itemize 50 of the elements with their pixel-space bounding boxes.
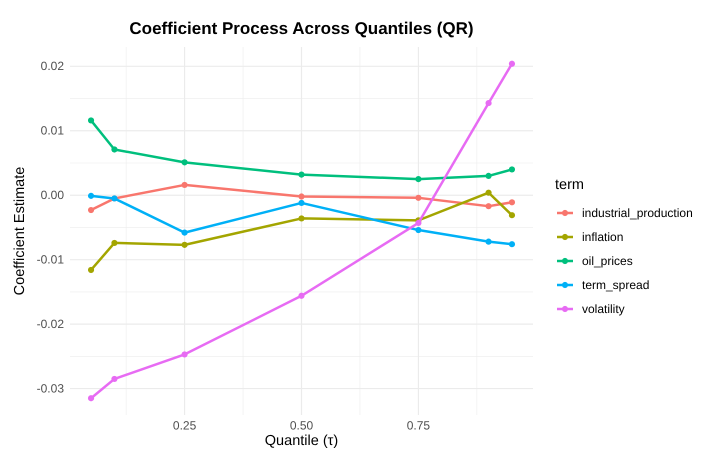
point (111, 240, 118, 246)
legend-label: volatility (582, 302, 625, 316)
x-axis-title: Quantile (τ) (264, 433, 338, 449)
point (508, 199, 516, 206)
point (181, 159, 188, 166)
point (485, 190, 492, 196)
point (88, 395, 94, 402)
point (88, 206, 94, 214)
legend-title: term (555, 177, 584, 193)
point (415, 194, 422, 201)
point (298, 292, 305, 299)
legend-label: term_spread (582, 278, 650, 292)
point (111, 146, 118, 153)
point (181, 242, 188, 248)
point (181, 351, 188, 358)
point (88, 266, 94, 274)
point (508, 60, 516, 67)
x-tick-label: 0.25 (172, 418, 197, 433)
y-tick-label: -0.02 (36, 316, 64, 331)
legend-label: inflation (582, 230, 624, 244)
point (111, 376, 118, 382)
point (508, 212, 516, 218)
point (298, 193, 305, 200)
point (88, 117, 94, 124)
point (298, 172, 305, 178)
x-tick-label: 0.50 (290, 418, 314, 433)
y-axis-title: Coefficient Estimate (12, 166, 28, 296)
y-tick-label: 0.00 (40, 188, 64, 202)
point (415, 226, 422, 234)
point (181, 230, 188, 236)
point (485, 100, 492, 106)
point (508, 166, 516, 173)
point (508, 241, 516, 248)
point (415, 220, 422, 226)
point (298, 200, 305, 206)
point (485, 172, 492, 179)
point (88, 192, 94, 199)
x-tick-label: 0.75 (406, 418, 430, 433)
point (415, 176, 422, 182)
point (485, 203, 492, 210)
y-tick-label: -0.03 (36, 381, 64, 396)
y-tick-label: -0.01 (36, 252, 64, 267)
chart-title: Coefficient Process Across Quantiles (QR) (129, 19, 474, 38)
y-tick-label: 0.02 (40, 59, 64, 74)
legend-label: oil_prices (582, 254, 633, 268)
point (181, 182, 188, 188)
legend-label: industrial_production (582, 206, 693, 220)
point (485, 238, 492, 245)
point (298, 215, 305, 222)
y-tick-label: 0.01 (40, 124, 64, 138)
